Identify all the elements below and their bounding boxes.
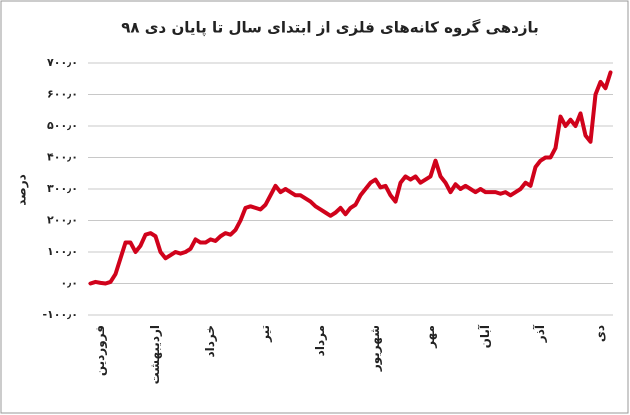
y-axis-label: درصد (15, 174, 29, 206)
y-tick-label: ۲۰۰٫۰ (47, 214, 78, 227)
y-tick-label: -۱۰۰٫۰ (42, 308, 78, 321)
y-tick-label: ۶۰۰٫۰ (47, 88, 78, 101)
y-tick-label: ۵۰۰٫۰ (47, 119, 78, 132)
x-tick-label: فروردین (93, 325, 108, 376)
x-tick-label: تیر (258, 325, 272, 343)
x-tick-label: خرداد (203, 325, 217, 358)
y-tick-label: ۳۰۰٫۰ (47, 182, 78, 195)
x-tick-label: مهر (423, 325, 437, 349)
y-tick-label: ۷۰۰٫۰ (47, 56, 78, 69)
series-line (88, 70, 613, 286)
y-tick-label: ۴۰۰٫۰ (47, 151, 78, 164)
x-tick-label: آذر (532, 324, 547, 343)
x-tick-label: مرداد (313, 325, 327, 356)
y-tick-label: ۱۰۰٫۰ (47, 245, 78, 258)
x-tick-label: آبان (477, 324, 492, 348)
chart-title: بازدهی گروه کانه‌های فلزی از ابتدای سال … (121, 19, 539, 38)
y-tick-label: ۰٫۰ (60, 277, 78, 290)
x-tick-label: اردیبهشت (148, 325, 162, 384)
x-tick-label: شهریور (368, 325, 383, 372)
x-tick-label: دی (593, 325, 607, 342)
